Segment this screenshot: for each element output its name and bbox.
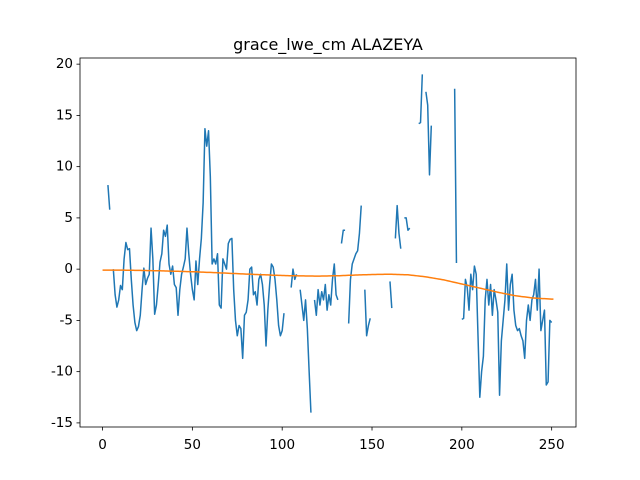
x-tick-label: 150 [359,437,385,453]
y-tick-label: 10 [56,159,73,175]
y-tick-label: 15 [56,107,73,123]
y-tick-label: 0 [64,261,73,277]
plot-frame [79,57,577,428]
x-tick-label: 50 [184,437,201,453]
x-tick-label: 100 [269,437,295,453]
chart-title: grace_lwe_cm ALAZEYA [233,35,423,55]
y-tick-label: 20 [56,56,73,72]
y-tick-label: 5 [64,210,73,226]
y-tick-label: -15 [51,415,73,431]
data-line [102,269,554,300]
x-tick-label: 0 [98,437,107,453]
y-tick-label: -10 [51,364,73,380]
data-line [107,74,553,413]
y-tick-label: -5 [60,312,73,328]
x-tick-label: 250 [539,437,565,453]
x-tick-label: 200 [449,437,475,453]
